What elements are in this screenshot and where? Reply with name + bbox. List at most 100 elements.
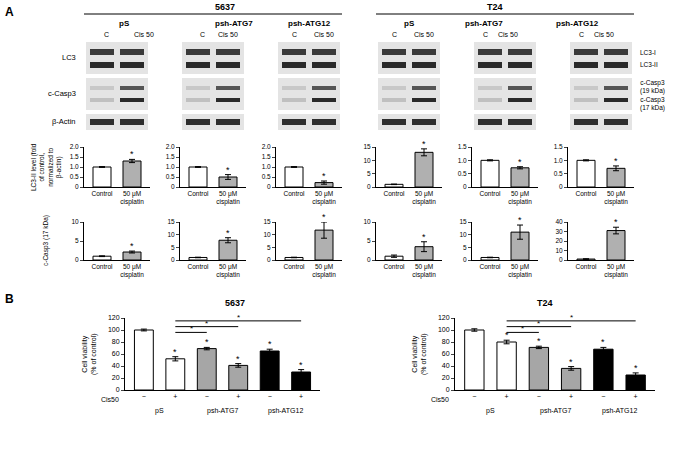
svg-text:0.5: 0.5: [458, 170, 467, 177]
svg-text:c-Casp3(17 kDa): c-Casp3(17 kDa): [640, 96, 665, 112]
svg-text:0: 0: [463, 183, 467, 190]
svg-text:psh-ATG7: psh-ATG7: [215, 19, 253, 28]
svg-text:*: *: [521, 324, 524, 333]
svg-text:Cis 50: Cis 50: [314, 31, 334, 38]
svg-text:5637: 5637: [215, 2, 235, 12]
svg-text:0.5: 0.5: [262, 173, 271, 180]
svg-text:β-Actin: β-Actin: [52, 117, 76, 126]
svg-text:120: 120: [438, 314, 450, 321]
svg-text:*: *: [322, 212, 326, 222]
svg-text:Control: Control: [576, 190, 598, 197]
svg-text:psh-ATG7: psh-ATG7: [207, 407, 238, 415]
svg-text:*: *: [190, 324, 193, 333]
svg-text:B: B: [5, 292, 14, 306]
svg-text:*: *: [173, 347, 177, 357]
svg-text:psh-ATG7: psh-ATG7: [540, 407, 571, 415]
svg-text:T24: T24: [537, 298, 553, 308]
svg-text:50 μMcisplatin: 50 μMcisplatin: [216, 190, 240, 206]
svg-text:Cis50: Cis50: [431, 396, 449, 403]
svg-text:Cis 50: Cis 50: [134, 31, 154, 38]
svg-text:15: 15: [263, 218, 271, 225]
svg-text:Control: Control: [284, 263, 306, 270]
svg-text:0: 0: [267, 256, 271, 263]
svg-text:1.0: 1.0: [262, 163, 271, 170]
svg-text:10: 10: [167, 231, 175, 238]
svg-text:+: +: [236, 393, 240, 400]
svg-text:pS: pS: [155, 407, 164, 415]
svg-text:20: 20: [442, 374, 450, 381]
svg-text:*: *: [236, 354, 240, 364]
svg-text:50 μMcisplatin: 50 μMcisplatin: [120, 263, 144, 279]
svg-text:1.5: 1.5: [166, 153, 175, 160]
svg-text:1.0: 1.0: [166, 163, 175, 170]
svg-text:*: *: [634, 363, 638, 373]
svg-text:100: 100: [108, 326, 120, 333]
svg-text:1.0: 1.0: [70, 163, 79, 170]
svg-text:5: 5: [367, 237, 371, 244]
svg-text:*: *: [226, 228, 230, 238]
svg-text:Cis50: Cis50: [101, 396, 119, 403]
svg-text:Control: Control: [480, 190, 502, 197]
svg-text:*: *: [537, 319, 540, 328]
svg-text:*: *: [237, 313, 240, 322]
svg-text:0.5: 0.5: [554, 170, 563, 177]
svg-text:50 μMcisplatin: 50 μMcisplatin: [412, 190, 436, 206]
svg-text:50 μMcisplatin: 50 μMcisplatin: [312, 190, 336, 206]
svg-text:*: *: [205, 319, 208, 328]
svg-text:*: *: [322, 171, 326, 181]
svg-text:Cis 50: Cis 50: [594, 31, 614, 38]
svg-text:+: +: [299, 393, 303, 400]
svg-text:10: 10: [71, 218, 79, 225]
svg-text:50 μMcisplatin: 50 μMcisplatin: [604, 263, 628, 279]
svg-text:Cell viability(% of control): Cell viability(% of control): [411, 333, 428, 375]
svg-text:5: 5: [171, 244, 175, 251]
svg-text:*: *: [569, 357, 573, 367]
svg-text:C: C: [292, 31, 297, 38]
svg-text:15: 15: [167, 218, 175, 225]
svg-text:+: +: [634, 393, 638, 400]
svg-text:0: 0: [559, 256, 563, 263]
svg-text:−: −: [205, 393, 209, 400]
svg-text:50 μMcisplatin: 50 μMcisplatin: [216, 263, 240, 279]
svg-text:C: C: [200, 31, 205, 38]
svg-text:0: 0: [367, 256, 371, 263]
svg-text:0: 0: [559, 183, 563, 190]
svg-text:10: 10: [363, 157, 371, 164]
svg-text:40: 40: [442, 362, 450, 369]
svg-text:Cis 50: Cis 50: [218, 31, 238, 38]
svg-text:0: 0: [267, 183, 271, 190]
svg-text:0: 0: [171, 256, 175, 263]
svg-text:1.0: 1.0: [554, 157, 563, 164]
svg-text:pS: pS: [119, 19, 130, 28]
svg-text:*: *: [601, 337, 605, 347]
svg-text:10: 10: [459, 231, 467, 238]
svg-text:LC3-II level (foldof control,n: LC3-II level (foldof control,normalized …: [30, 143, 63, 191]
svg-text:T24: T24: [487, 2, 503, 12]
svg-text:*: *: [537, 336, 541, 346]
svg-text:psh-ATG12: psh-ATG12: [556, 19, 599, 28]
svg-text:*: *: [518, 157, 522, 167]
svg-text:*: *: [299, 360, 303, 370]
svg-text:pS: pS: [486, 407, 495, 415]
svg-text:10: 10: [263, 231, 271, 238]
svg-text:Control: Control: [480, 263, 502, 270]
svg-text:C: C: [104, 31, 109, 38]
svg-text:20: 20: [555, 237, 563, 244]
svg-text:A: A: [5, 5, 14, 19]
svg-text:0: 0: [75, 183, 79, 190]
svg-text:Control: Control: [92, 190, 114, 197]
svg-text:120: 120: [108, 314, 120, 321]
svg-text:1.5: 1.5: [458, 143, 467, 150]
svg-text:0: 0: [446, 386, 450, 393]
svg-text:60: 60: [442, 350, 450, 357]
svg-text:Control: Control: [188, 263, 210, 270]
svg-text:0: 0: [171, 183, 175, 190]
svg-text:1.5: 1.5: [70, 153, 79, 160]
svg-text:*: *: [614, 217, 618, 227]
svg-text:1.5: 1.5: [262, 153, 271, 160]
svg-text:10: 10: [363, 218, 371, 225]
svg-text:Cis 50: Cis 50: [498, 31, 518, 38]
svg-text:*: *: [268, 339, 272, 349]
svg-text:C: C: [483, 31, 488, 38]
svg-text:+: +: [173, 393, 177, 400]
